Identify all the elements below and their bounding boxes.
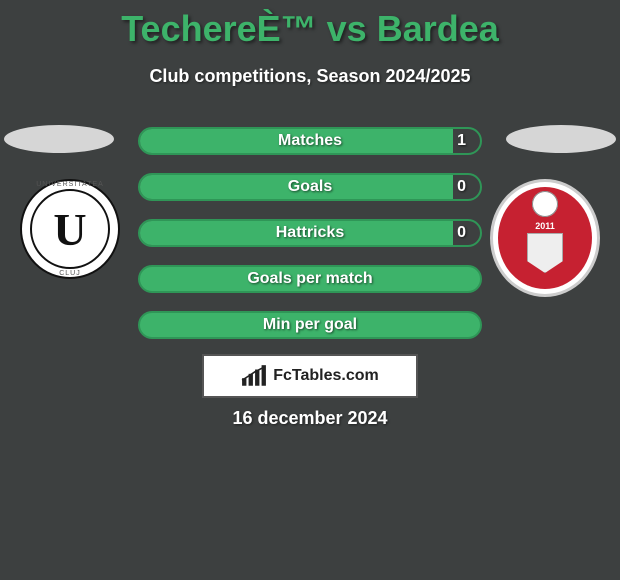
footer-date: 16 december 2024 <box>0 408 620 429</box>
left-club-crest: UNIVERSITATEA U CLUJ <box>20 179 120 279</box>
right-player-ellipse <box>506 125 616 153</box>
stat-label: Matches <box>140 132 480 150</box>
stat-label: Hattricks <box>140 224 480 242</box>
branding-box: FcTables.com <box>202 354 418 398</box>
left-crest-bottom-text: CLUJ <box>20 270 120 277</box>
stat-row-goals-per-match: Goals per match <box>138 265 482 293</box>
left-player-ellipse <box>4 125 114 153</box>
branding-text: FcTables.com <box>273 367 379 385</box>
subtitle: Club competitions, Season 2024/2025 <box>0 66 620 87</box>
stat-label: Goals <box>140 178 480 196</box>
right-crest-year: 2011 <box>490 221 600 231</box>
stat-label: Min per goal <box>140 316 480 334</box>
page-title: TechereÈ™ vs Bardea <box>0 0 620 50</box>
right-club-crest: 2011 <box>490 179 600 297</box>
stat-row-hattricks: Hattricks0 <box>138 219 482 247</box>
stat-label: Goals per match <box>140 270 480 288</box>
stat-row-min-per-goal: Min per goal <box>138 311 482 339</box>
stat-row-matches: Matches1 <box>138 127 482 155</box>
stat-row-goals: Goals0 <box>138 173 482 201</box>
left-crest-letter: U <box>20 179 120 279</box>
stat-bars: Matches1 Goals0 Hattricks0 Goals per match M… <box>138 127 482 357</box>
bars-icon <box>241 365 267 387</box>
ball-icon <box>532 191 558 217</box>
